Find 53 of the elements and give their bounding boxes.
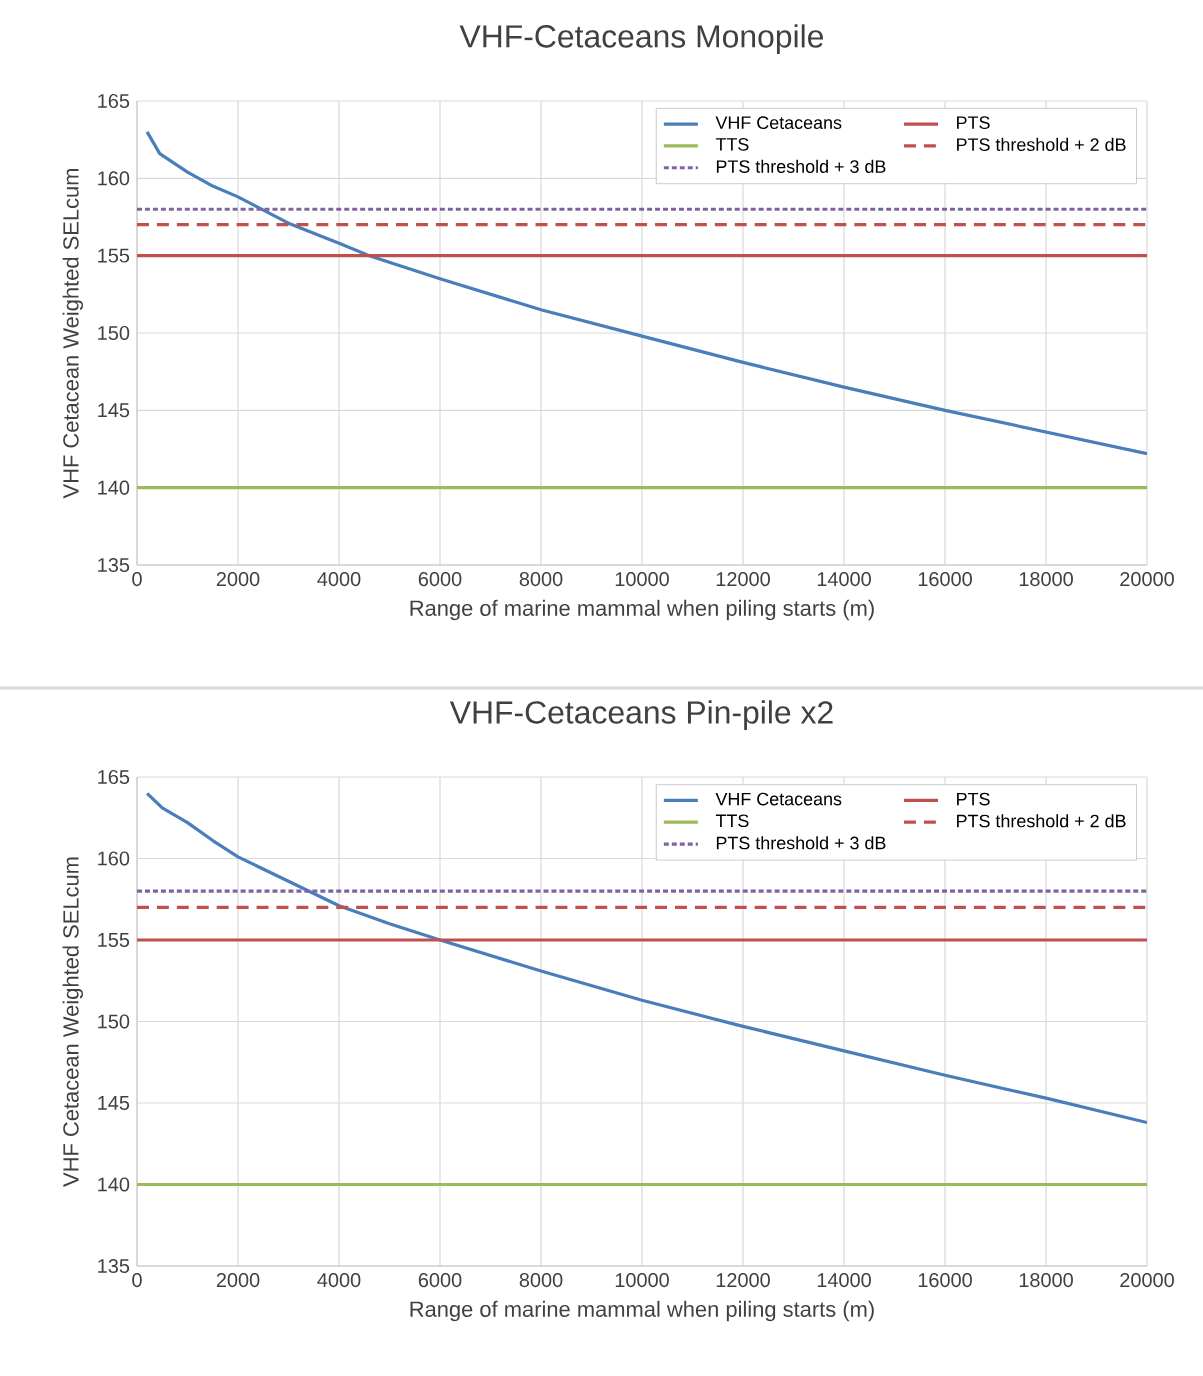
x-tick-label: 2000: [216, 1273, 260, 1288]
legend-label: VHF Cetaceans: [715, 792, 842, 806]
y-tick-label: 135: [98, 1258, 130, 1274]
legend-label: TTS: [715, 814, 749, 828]
x-tick-label: 8000: [519, 572, 563, 587]
y-tick-label: 155: [98, 933, 130, 947]
x-tick-label: 8000: [519, 1273, 563, 1288]
x-tick-label: 20000: [1120, 1273, 1174, 1288]
x-tick-label: 0: [132, 572, 142, 587]
x-tick-label: 16000: [918, 572, 972, 587]
x-tick-label: 4000: [317, 572, 361, 587]
x-tick-label: 6000: [418, 572, 462, 587]
x-tick-label: 10000: [615, 1273, 669, 1288]
y-axis-title: VHF Cetacean Weighted SELcum: [62, 169, 84, 499]
x-tick-label: 16000: [918, 1273, 972, 1288]
line-series: [145, 791, 1148, 1125]
x-axis-title: Range of marine mammal when piling starts (m): [410, 1300, 874, 1322]
y-tick-label: 140: [98, 1177, 130, 1192]
y-tick-label: 135: [98, 557, 130, 573]
y-tick-label: 155: [98, 248, 130, 263]
y-tick-label: 165: [98, 93, 130, 109]
y-tick-label: 145: [98, 403, 130, 418]
x-tick-label: 18000: [1019, 572, 1073, 587]
y-tick-label: 165: [98, 769, 130, 785]
x-tick-label: 18000: [1019, 1273, 1073, 1288]
chart-title: VHF-Cetaceans Pin-pile x2: [449, 700, 833, 731]
y-tick-label: 160: [98, 171, 130, 186]
x-tick-label: 20000: [1120, 572, 1174, 587]
y-tick-label: 140: [98, 480, 130, 495]
chart-title: VHF-Cetaceans Monopile: [459, 24, 824, 54]
legend-label: PTS: [957, 116, 990, 130]
x-tick-label: 14000: [817, 572, 871, 587]
x-tick-label: 0: [132, 1273, 142, 1288]
y-axis-title: VHF Cetacean Weighted SELcum: [62, 857, 84, 1187]
x-axis-title: Range of marine mammal when piling starts (m): [410, 599, 874, 621]
x-tick-label: 12000: [716, 1273, 770, 1288]
y-tick-label: 150: [98, 1014, 130, 1029]
legend-label: PTS: [957, 792, 990, 806]
x-tick-label: 14000: [817, 1273, 871, 1288]
x-tick-label: 12000: [716, 572, 770, 587]
legend-label: PTS threshold + 2 dB: [957, 137, 1126, 151]
legend-label: PTS threshold + 3 dB: [716, 159, 886, 173]
legend-label: VHF Cetaceans: [715, 116, 842, 130]
x-tick-label: 2000: [216, 572, 260, 587]
x-tick-label: 4000: [317, 1273, 361, 1288]
y-tick-label: 150: [98, 325, 130, 341]
legend-label: PTS threshold + 3 dB: [716, 836, 886, 850]
x-tick-label: 10000: [615, 572, 669, 587]
legend-label: PTS threshold + 2 dB: [957, 814, 1126, 828]
legend-label: TTS: [715, 138, 749, 151]
y-tick-label: 160: [98, 851, 130, 866]
y-tick-label: 145: [98, 1096, 130, 1110]
x-tick-label: 6000: [418, 1273, 462, 1288]
